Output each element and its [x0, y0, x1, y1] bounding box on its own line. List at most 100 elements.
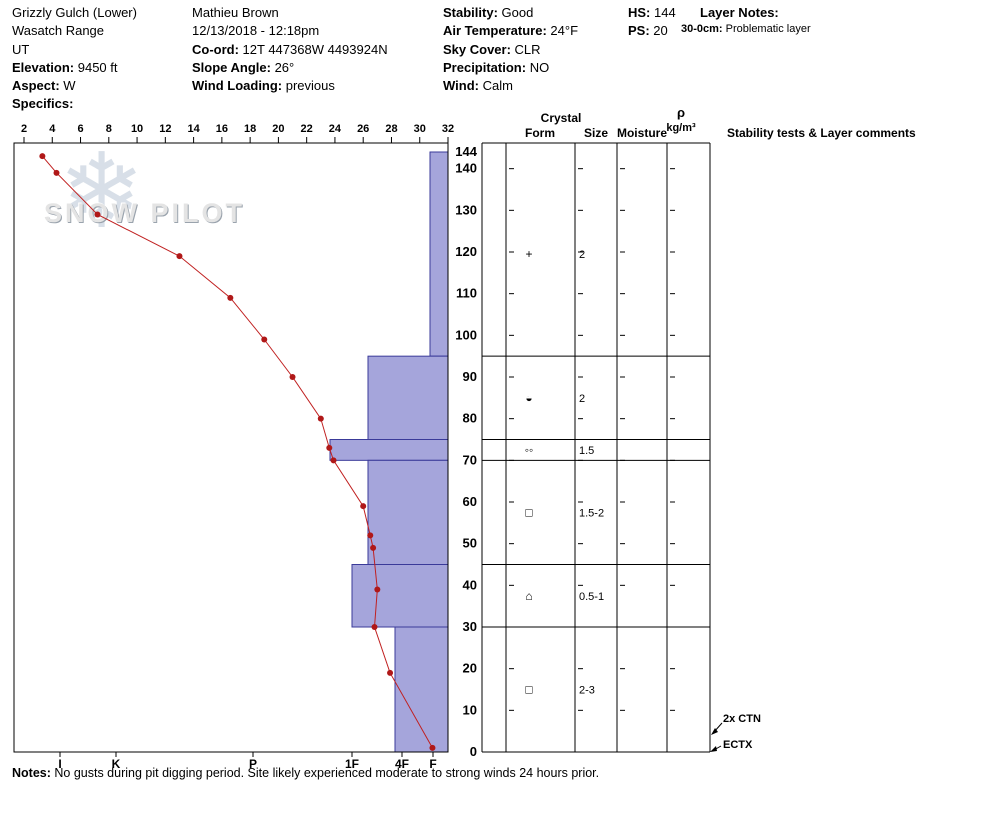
- stability-value: Good: [497, 5, 534, 20]
- layer-notes-title: Layer Notes:: [700, 5, 779, 20]
- hs-total-depth: HS: 144: [628, 4, 676, 22]
- notes-label: Notes:: [12, 766, 51, 780]
- temperature-point: [227, 294, 234, 301]
- specifics-label: Specifics:: [12, 96, 74, 112]
- temperature-point: [330, 457, 337, 464]
- hardness-axis-label: 1F: [345, 757, 359, 771]
- hardness-bar: [394, 626, 449, 753]
- crystal-size-value: 1.5-2: [579, 507, 604, 519]
- slope-angle-label: Slope Angle:: [192, 59, 271, 75]
- temperature-point: [317, 415, 324, 422]
- coord-label: Co-ord:: [192, 41, 239, 57]
- temperature-point: [261, 336, 268, 343]
- depth-axis-label: 130: [455, 202, 477, 217]
- depth-axis-label: 120: [455, 244, 477, 259]
- depth-axis-label: 30: [463, 619, 477, 634]
- hardness-axis-label: F: [429, 757, 436, 771]
- crystal-form-symbol: +: [525, 247, 532, 261]
- sky-cover-value: CLR: [510, 41, 541, 57]
- conditions-block: Stability: Good Air Temperature: 24°F Sk…: [443, 4, 578, 95]
- hardness-axis-label: I: [58, 757, 61, 771]
- hs-label: HS:: [628, 5, 651, 20]
- slope-angle-value: 26°: [270, 59, 295, 75]
- snowpilot-watermark: ❄ SNOW PILOT: [40, 140, 320, 290]
- ps-label: PS:: [628, 23, 650, 39]
- site-info-block: Grizzly Gulch (Lower) Wasatch Range UT E…: [12, 4, 137, 114]
- temp-axis-label: 10: [131, 123, 143, 135]
- site-aspect: Aspect: W: [12, 77, 137, 95]
- table-header-moisture: Moisture: [617, 126, 667, 140]
- temp-axis-label: 4: [49, 123, 56, 135]
- depth-axis-label: 70: [463, 452, 477, 467]
- site-state: UT: [12, 41, 30, 57]
- air-temp-value: 24°F: [546, 23, 579, 39]
- hs-value: 144: [650, 5, 676, 20]
- temp-axis-label: 18: [244, 123, 256, 135]
- temp-axis-label: 2: [21, 123, 27, 135]
- site-range: Wasatch Range: [12, 23, 105, 39]
- temp-axis-label: 12: [159, 123, 171, 135]
- temperature-point: [360, 503, 367, 510]
- depth-axis-label: 0: [470, 744, 477, 759]
- slope-angle: Slope Angle: 26°: [192, 59, 388, 77]
- hardness-bar: [351, 564, 449, 628]
- temp-axis-label: 32: [442, 123, 454, 135]
- depth-axis-label: 90: [463, 369, 477, 384]
- air-temperature: Air Temperature: 24°F: [443, 22, 578, 40]
- precipitation: Precipitation: NO: [443, 59, 578, 77]
- watermark-text: SNOW PILOT: [44, 198, 245, 228]
- depth-axis-label: 20: [463, 661, 477, 676]
- temperature-point: [326, 444, 333, 451]
- depth-axis-label: 40: [463, 577, 477, 592]
- temp-axis-label: 24: [329, 123, 342, 135]
- stability-test-arrowhead: [711, 728, 718, 735]
- coordinates: Co-ord: 12T 447368W 4493924N: [192, 41, 388, 59]
- temperature-point: [387, 669, 394, 676]
- crystal-form-symbol: □: [525, 683, 532, 697]
- wind-value: Calm: [478, 78, 513, 94]
- temp-axis-label: 28: [385, 123, 397, 135]
- table-header-form: Form: [525, 126, 555, 140]
- crystal-size-value: 1.5: [579, 445, 594, 457]
- depth-axis-label: 110: [456, 286, 477, 301]
- layer-notes-block: Layer Notes: 30-0cm: Problematic layer: [681, 4, 811, 38]
- stability-test-arrowhead: [710, 746, 717, 752]
- hardness-bar: [429, 151, 449, 357]
- temperature-point: [94, 211, 101, 218]
- temperature-point: [289, 374, 296, 380]
- aspect-value: W: [59, 78, 76, 94]
- table-header-rho-unit: kg/m³: [666, 122, 696, 134]
- wind: Wind: Calm: [443, 77, 578, 95]
- ps-value: 20: [649, 23, 668, 39]
- temp-axis-label: 26: [357, 123, 369, 135]
- temp-axis-label: 20: [272, 123, 284, 135]
- stability-test-label: 2x CTN: [723, 713, 761, 725]
- crystal-size-value: 2: [579, 393, 585, 405]
- stability-test-label: ECTX: [723, 739, 753, 751]
- crystal-form-symbol: ◦◦: [525, 443, 534, 457]
- wind-loading-value: previous: [282, 78, 335, 94]
- observation-datetime: 12/13/2018 - 12:18pm: [192, 23, 320, 39]
- layer-note-depth: 30-0cm:: [681, 23, 723, 35]
- elevation-label: Elevation:: [12, 59, 75, 75]
- temp-axis-label: 14: [187, 123, 200, 135]
- air-temp-label: Air Temperature:: [443, 23, 547, 39]
- crystal-size-value: 0.5-1: [579, 591, 604, 603]
- depth-axis-label: 144: [455, 144, 477, 159]
- hardness-bar: [329, 439, 449, 461]
- temperature-point: [371, 624, 378, 630]
- stability-rating: Stability: Good: [443, 4, 578, 22]
- wind-label: Wind:: [443, 78, 479, 94]
- table-header-crystal: Crystal: [541, 111, 582, 125]
- table-header-rho: ρ: [677, 105, 685, 120]
- site-elevation: Elevation: 9450 ft: [12, 59, 137, 77]
- temp-axis-label: 30: [414, 123, 426, 135]
- depth-axis-label: 80: [463, 411, 477, 426]
- temperature-point: [367, 532, 374, 539]
- crystal-form-symbol: ⌂: [525, 589, 532, 603]
- table-header-comments: Stability tests & Layer comments: [727, 126, 916, 140]
- depth-axis-label: 60: [463, 494, 477, 509]
- plot-border: [13, 142, 449, 753]
